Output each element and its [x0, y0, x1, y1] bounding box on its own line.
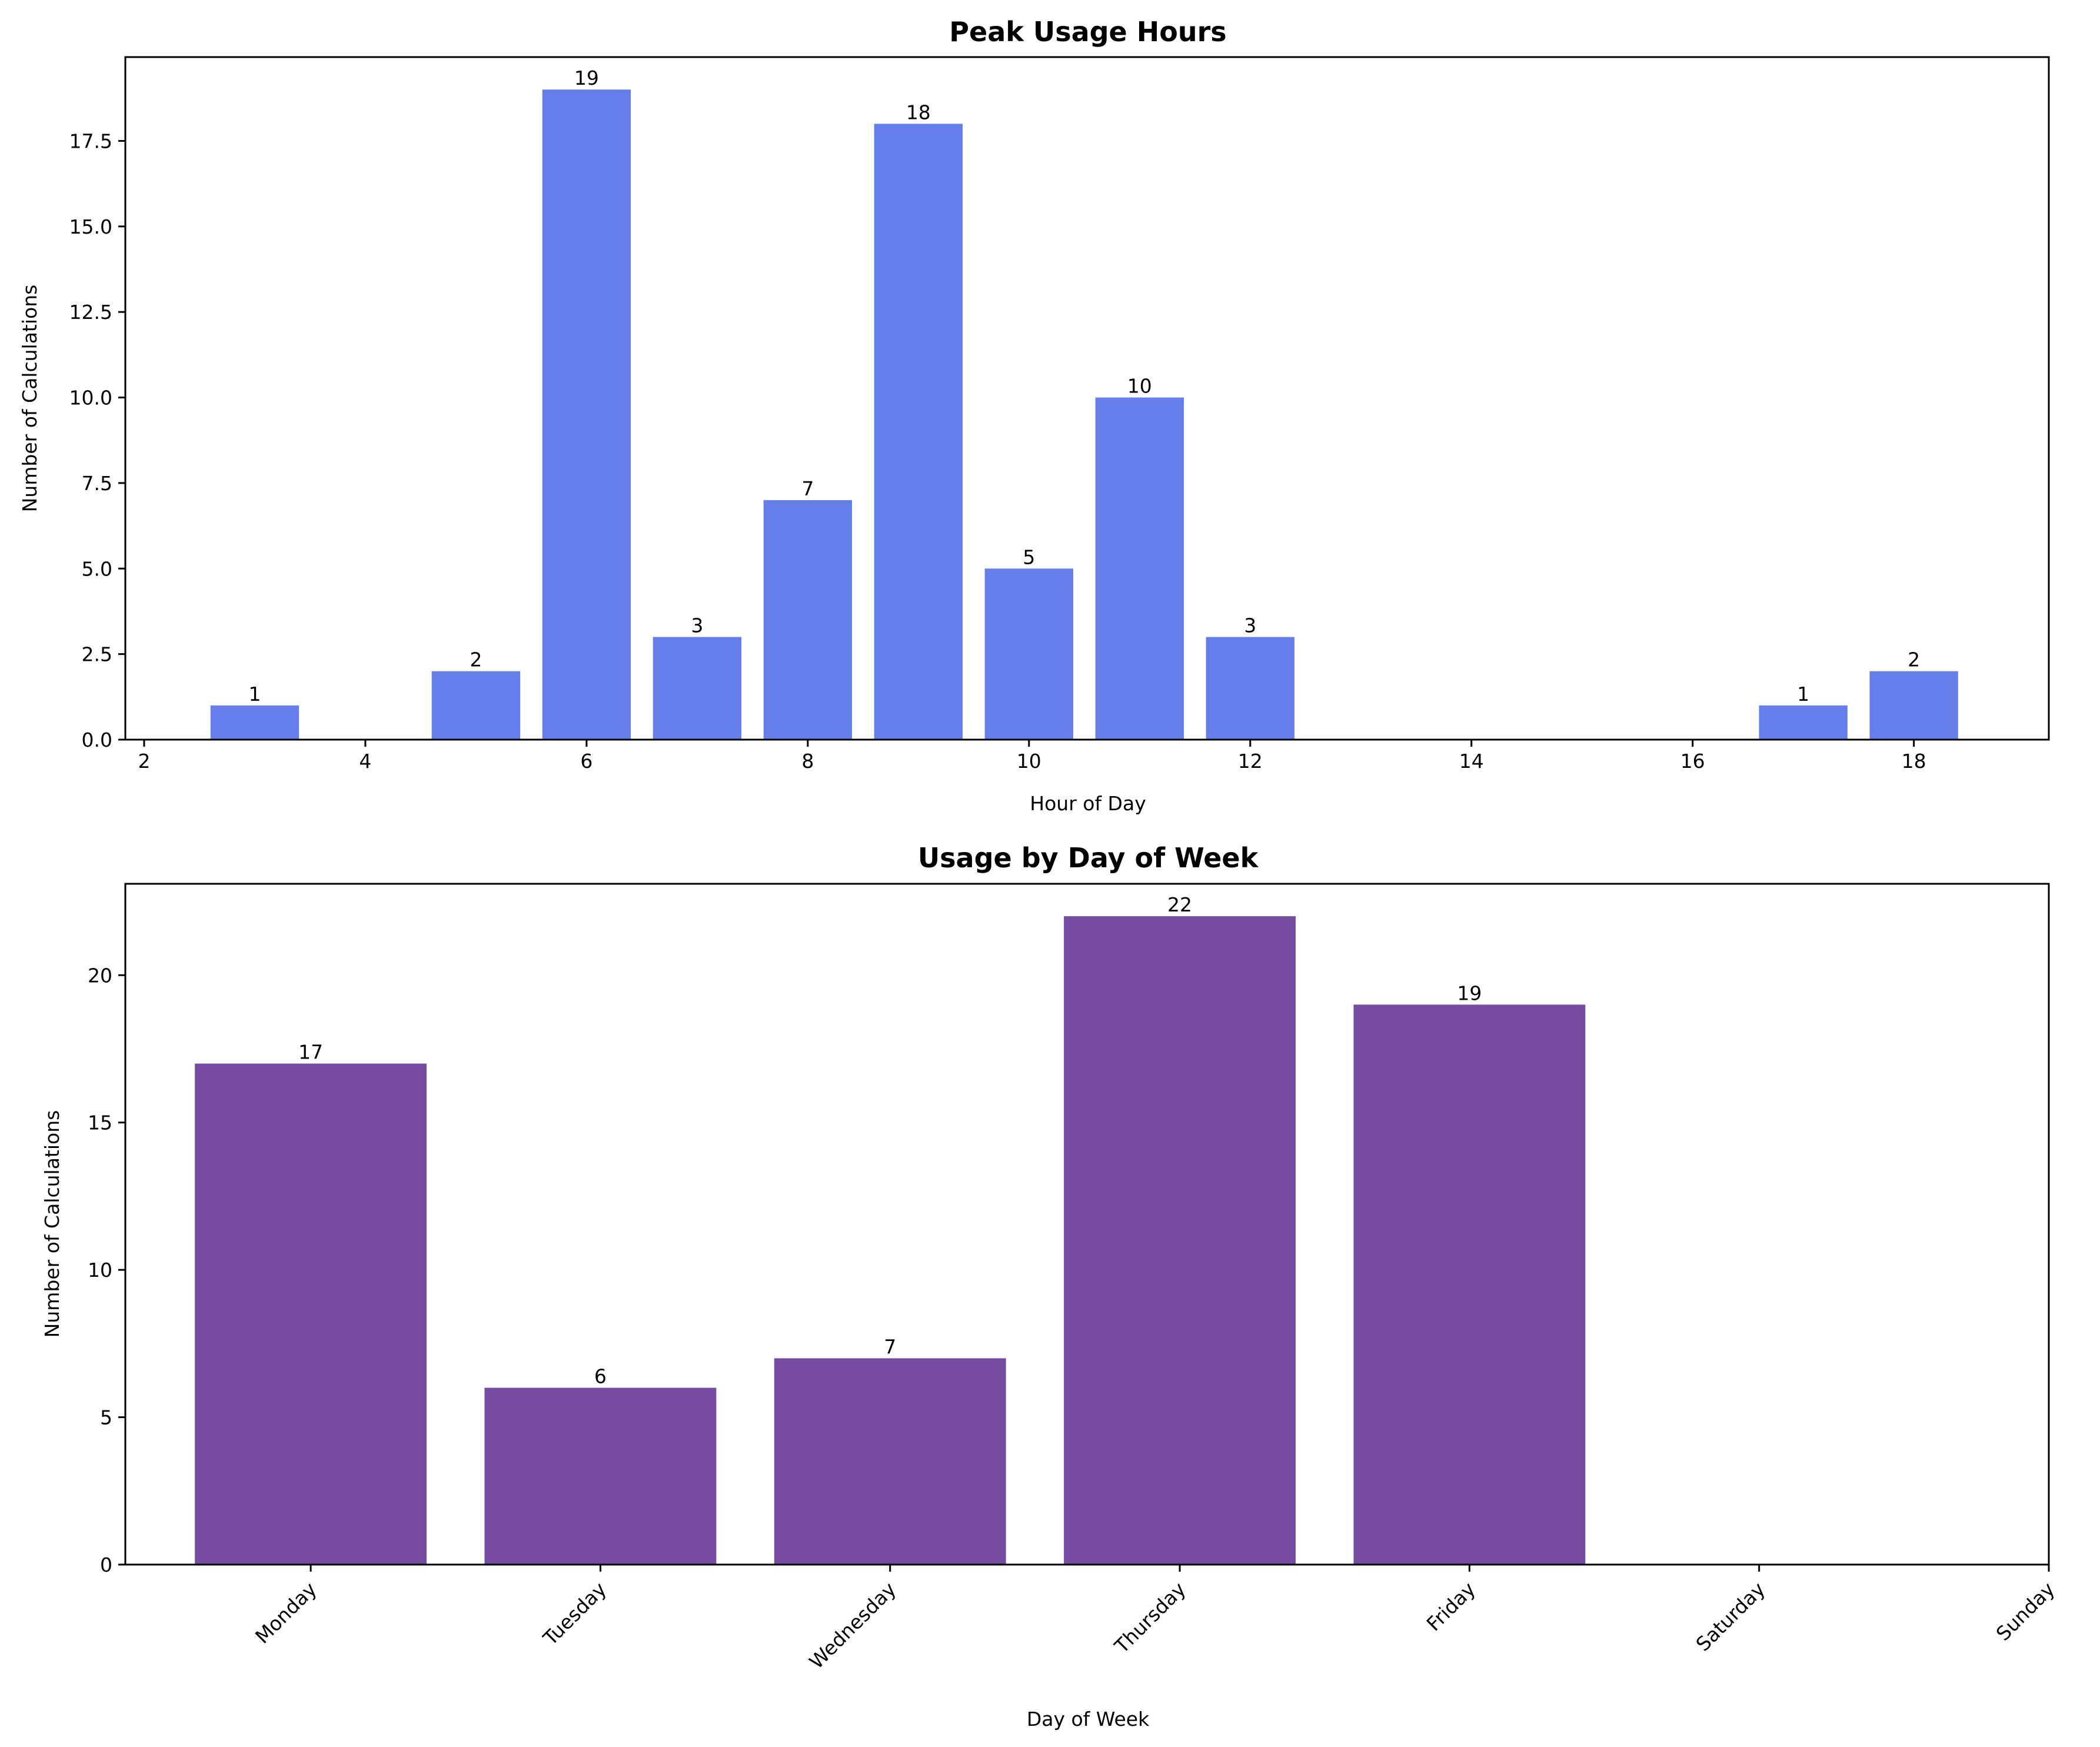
chart2-y-tick-label: 0: [100, 1553, 112, 1576]
chart2-data-label: 7: [884, 1335, 896, 1358]
chart1-x-tick-label: 18: [1902, 750, 1926, 773]
chart1-data-label: 2: [470, 648, 482, 671]
chart2-y-ticks: 0 5 10 15 20: [88, 964, 125, 1576]
chart1-bar: [984, 568, 1074, 740]
chart1-x-tick-label: 14: [1459, 750, 1484, 773]
chart1-y-tick-label: 12.5: [69, 301, 112, 324]
chart1-data-label: 7: [801, 477, 814, 500]
chart2-y-tick-label: 20: [88, 964, 112, 987]
chart1-data-label: 19: [574, 66, 599, 89]
chart1-bar: [210, 705, 299, 740]
chart1-data-label: 1: [1797, 683, 1809, 706]
chart1-data-label: 1: [248, 683, 261, 706]
chart2-bar: [774, 1358, 1006, 1565]
chart2-bar: [195, 1063, 427, 1565]
chart1-x-tick-label: 2: [138, 750, 150, 773]
chart1-bar: [1759, 705, 1848, 740]
chart1-x-tick-label: 6: [580, 750, 593, 773]
chart2-data-label: 19: [1457, 981, 1482, 1004]
chart1-x-tick-label: 10: [1017, 750, 1041, 773]
chart1-y-tick-label: 7.5: [82, 472, 112, 495]
chart2-title: Usage by Day of Week: [918, 842, 1259, 874]
chart1-y-axis-label: Number of Calculations: [18, 285, 41, 513]
chart1-y-tick-label: 15.0: [69, 215, 112, 238]
chart1-data-label: 10: [1127, 375, 1152, 398]
chart2-bars: [195, 916, 1586, 1565]
chart1-bar: [542, 89, 631, 740]
chart1-bar: [653, 637, 742, 740]
chart2-data-label: 17: [298, 1041, 323, 1064]
chart1-y-tick-label: 5.0: [82, 557, 112, 580]
chart1-y-tick-label: 0.0: [82, 728, 112, 751]
chart1-bar: [763, 500, 853, 740]
chart1-x-tick-label: 4: [359, 750, 371, 773]
chart1-x-tick-label: 8: [801, 750, 814, 773]
chart1-axes-frame: [124, 56, 2050, 741]
chart2-y-tick-label: 15: [88, 1112, 112, 1134]
chart2-bar: [1064, 916, 1296, 1565]
chart1-y-tick-label: 17.5: [69, 129, 112, 152]
chart1-bar: [874, 124, 963, 740]
chart1-data-labels: 1 2 19 3 7 18 5 10 3 1 2: [248, 66, 1920, 706]
chart2-y-tick-label: 5: [100, 1406, 112, 1429]
chart2-data-label: 22: [1167, 893, 1192, 916]
chart2-x-axis-label: Day of Week: [1027, 1708, 1150, 1731]
chart2-data-labels: 17 6 7 22 19: [298, 893, 1482, 1387]
chart2-y-tick-label: 10: [88, 1259, 112, 1282]
chart2-axes-frame: [124, 883, 2050, 1566]
chart1-data-label: 3: [691, 614, 703, 637]
chart1-title: Peak Usage Hours: [949, 16, 1226, 48]
chart1-bar: [431, 671, 521, 740]
chart1-x-ticks: 2 4 6 8 10 12 14 16 18: [138, 740, 1926, 773]
chart1-x-tick-label: 16: [1680, 750, 1705, 773]
chart1-bar: [1095, 397, 1184, 740]
chart1-y-tick-label: 2.5: [82, 643, 112, 666]
chart1-y-ticks: 0.0 2.5 5.0 7.5 10.0 12.5 15.0 17.5: [69, 129, 125, 751]
chart2-y-axis-label: Number of Calculations: [41, 1110, 64, 1338]
chart2-bar: [1353, 1004, 1586, 1565]
chart1-data-label: 5: [1023, 545, 1035, 568]
chart2-bar: [484, 1387, 717, 1565]
chart1-bar: [1206, 637, 1294, 740]
chart1-y-tick-label: 10.0: [69, 387, 112, 410]
chart1-data-label: 3: [1244, 614, 1256, 637]
chart1-x-tick-label: 12: [1238, 750, 1263, 773]
chart1-bar: [1869, 671, 1958, 740]
chart1-bars: [210, 89, 1958, 740]
chart1-data-label: 18: [906, 101, 931, 124]
chart2-data-label: 6: [594, 1365, 607, 1387]
chart1-x-axis-label: Hour of Day: [1030, 792, 1146, 815]
chart1-data-label: 2: [1908, 648, 1920, 671]
